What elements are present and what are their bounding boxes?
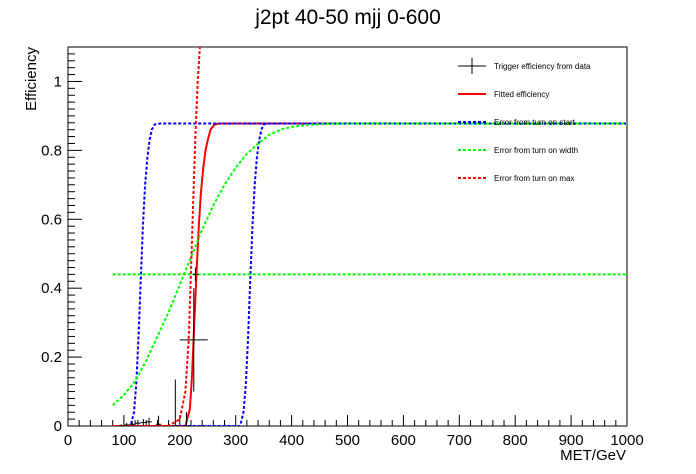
x-tick-label: 800 xyxy=(503,432,528,449)
axis-tick-labels: 0 100 200 300 400 500 600 700 800 900 1000 0 0.2 0.4 0… xyxy=(41,73,644,449)
chart-title: j2pt 40-50 mjj 0-600 xyxy=(254,6,441,29)
x-tick-label: 500 xyxy=(335,432,360,449)
plot-frame xyxy=(67,46,628,427)
x-axis-label: MET/GeV xyxy=(560,447,626,464)
y-axis-label: Efficiency xyxy=(23,47,40,111)
y-tick-label: 0.6 xyxy=(41,211,62,228)
legend: Trigger efficiency from data Fitted effic… xyxy=(458,58,591,183)
series-line-5 xyxy=(112,47,201,426)
series-line-2 xyxy=(112,122,627,426)
x-tick-label: 200 xyxy=(167,432,192,449)
legend-label: Error from turn on max xyxy=(494,174,574,183)
x-tick-label: 700 xyxy=(447,432,472,449)
y-tick-label: 0.4 xyxy=(41,280,62,297)
data-points-layer xyxy=(118,267,208,427)
legend-label: Trigger efficiency from data xyxy=(494,62,591,71)
legend-label: Error from turn on width xyxy=(494,146,578,155)
y-tick-label: 0 xyxy=(54,418,62,435)
y-tick-label: 0.2 xyxy=(41,349,62,366)
legend-label: Fitted efficiency xyxy=(494,90,549,99)
x-tick-label: 600 xyxy=(391,432,416,449)
y-tick-label: 0.8 xyxy=(41,142,62,159)
x-tick-label: 1000 xyxy=(610,432,643,449)
legend-label: Error from turn on start xyxy=(494,118,576,127)
y-tick-label: 1 xyxy=(54,73,62,90)
x-tick-label: 0 xyxy=(64,432,72,449)
series-line-3 xyxy=(112,122,627,407)
x-tick-label: 900 xyxy=(559,432,584,449)
axis-ticks xyxy=(67,46,628,427)
x-tick-label: 400 xyxy=(279,432,304,449)
series-line-1 xyxy=(112,122,627,426)
x-tick-label: 300 xyxy=(223,432,248,449)
x-tick-label: 100 xyxy=(111,432,136,449)
series-layer xyxy=(112,47,627,426)
